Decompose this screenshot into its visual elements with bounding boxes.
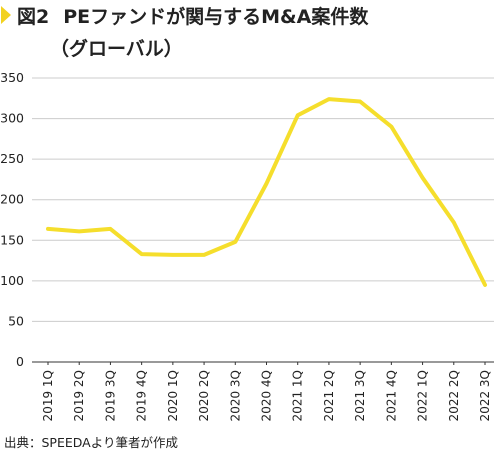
data-point <box>421 176 425 180</box>
data-point <box>233 240 237 244</box>
x-tick-label: 2021 1Q <box>291 370 305 421</box>
x-tick-label: 2021 2Q <box>322 370 336 421</box>
source-note: 出典：SPEEDAより筆者が作成 <box>4 435 178 450</box>
y-tick-label: 300 <box>0 111 24 126</box>
data-point <box>202 253 206 257</box>
chart-subtitle: （グローバル） <box>50 38 183 60</box>
chart-title: PEファンドが関与するM&A案件数 <box>63 5 369 28</box>
y-tick-label: 50 <box>8 313 24 328</box>
y-tick-label: 250 <box>0 151 24 166</box>
data-point <box>140 252 144 256</box>
x-tick-label: 2022 3Q <box>478 370 492 421</box>
triangle-marker-icon <box>1 6 11 24</box>
data-point <box>452 220 456 224</box>
data-point <box>171 253 175 257</box>
chart-title-block: 図2 PEファンドが関与するM&A案件数 （グローバル） <box>0 2 500 61</box>
data-point <box>108 227 112 231</box>
y-tick-label: 100 <box>0 273 24 288</box>
x-tick-label: 2022 1Q <box>416 370 430 421</box>
y-tick-label: 150 <box>0 232 24 247</box>
figure-number: 図2 <box>17 5 50 28</box>
data-point <box>389 125 393 129</box>
x-tick-label: 2021 4Q <box>384 370 398 421</box>
data-point <box>358 100 362 104</box>
title-line: 図2 PEファンドが関与するM&A案件数 <box>0 2 500 28</box>
x-tick-label: 2022 2Q <box>447 370 461 421</box>
x-tick-label: 2019 4Q <box>135 370 149 421</box>
x-tick-label: 2020 1Q <box>166 370 180 421</box>
y-tick-label: 0 <box>16 354 24 369</box>
x-tick-label: 2019 2Q <box>72 370 86 421</box>
series-line <box>46 97 487 287</box>
x-tick-label: 2020 2Q <box>197 370 211 421</box>
x-tick-label: 2019 1Q <box>41 370 55 421</box>
x-tick-label: 2019 3Q <box>103 370 117 421</box>
data-point <box>483 283 487 287</box>
data-point <box>265 181 268 185</box>
data-point <box>77 229 81 233</box>
data-point <box>46 227 50 231</box>
data-point <box>296 113 300 117</box>
x-tick-label: 2021 3Q <box>353 370 367 421</box>
data-point <box>327 97 331 101</box>
x-tick-label: 2020 4Q <box>260 370 274 421</box>
x-tick-label: 2020 3Q <box>228 370 242 421</box>
y-tick-label: 350 <box>0 70 24 85</box>
y-tick-label: 200 <box>0 192 24 207</box>
